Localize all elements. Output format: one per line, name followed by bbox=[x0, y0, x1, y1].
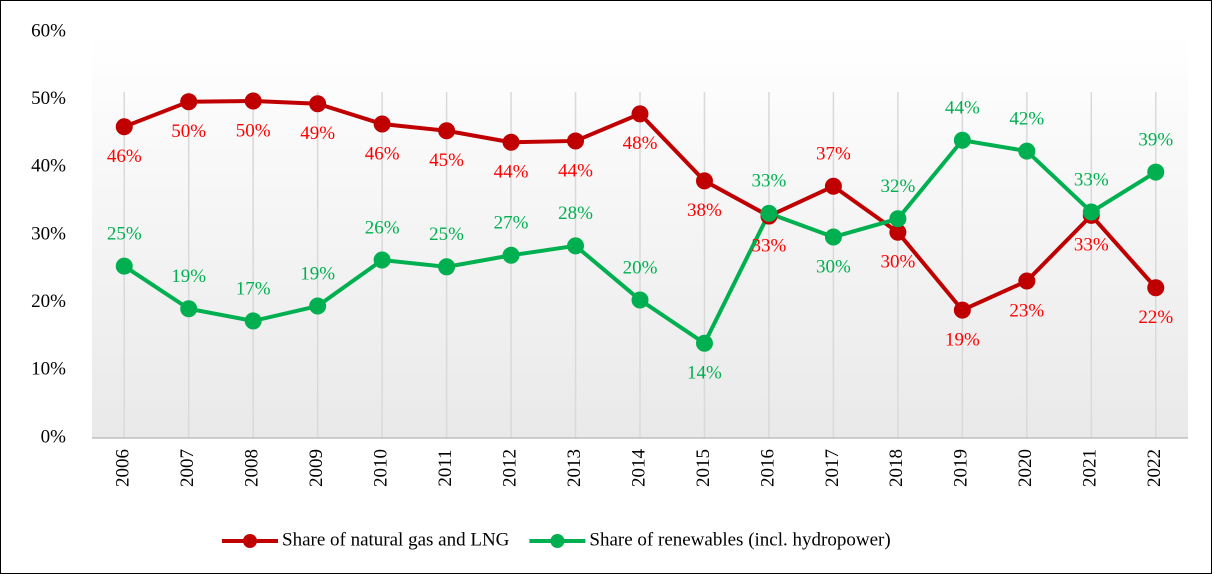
x-tick-label: 2015 bbox=[693, 449, 714, 487]
marker bbox=[309, 95, 327, 113]
marker bbox=[824, 228, 842, 246]
data-label: 37% bbox=[816, 144, 851, 165]
data-label: 46% bbox=[365, 143, 400, 164]
x-tick-label: 2014 bbox=[628, 449, 649, 488]
marker bbox=[889, 210, 907, 228]
data-label: 49% bbox=[300, 123, 335, 144]
y-tick-label: 10% bbox=[31, 359, 66, 380]
marker bbox=[953, 131, 971, 149]
marker bbox=[309, 297, 327, 315]
data-label: 30% bbox=[816, 256, 851, 277]
y-tick-label: 30% bbox=[31, 223, 66, 244]
x-tick-label: 2020 bbox=[1015, 449, 1036, 487]
data-label: 42% bbox=[1009, 108, 1044, 129]
data-label: 25% bbox=[429, 224, 464, 245]
data-label: 30% bbox=[880, 252, 915, 273]
data-label: 19% bbox=[945, 329, 980, 350]
y-tick-label: 40% bbox=[31, 156, 66, 177]
marker bbox=[631, 105, 649, 123]
data-label: 39% bbox=[1138, 129, 1173, 150]
marker bbox=[695, 334, 713, 352]
x-tick-label: 2011 bbox=[435, 449, 456, 486]
marker bbox=[438, 258, 456, 276]
marker bbox=[1018, 272, 1036, 290]
x-tick-label: 2007 bbox=[177, 449, 198, 487]
data-label: 45% bbox=[429, 150, 464, 171]
data-label: 22% bbox=[1138, 307, 1173, 328]
data-label: 32% bbox=[880, 176, 915, 197]
x-tick-label: 2022 bbox=[1144, 449, 1165, 487]
marker bbox=[115, 118, 133, 136]
legend-label: Share of renewables (incl. hydropower) bbox=[589, 529, 890, 550]
x-tick-label: 2017 bbox=[822, 449, 843, 487]
marker bbox=[244, 312, 262, 330]
marker bbox=[695, 172, 713, 190]
marker bbox=[438, 122, 456, 140]
x-tick-label: 2010 bbox=[370, 449, 391, 487]
x-tick-label: 2008 bbox=[242, 449, 263, 487]
marker bbox=[180, 93, 198, 111]
legend-label: Share of natural gas and LNG bbox=[282, 529, 510, 550]
y-tick-label: 20% bbox=[31, 291, 66, 312]
y-tick-label: 50% bbox=[31, 88, 66, 109]
data-label: 44% bbox=[558, 160, 593, 181]
marker bbox=[567, 132, 585, 150]
marker bbox=[180, 300, 198, 318]
data-label: 44% bbox=[494, 162, 529, 183]
marker bbox=[631, 291, 649, 309]
marker bbox=[1082, 203, 1100, 221]
marker bbox=[502, 246, 520, 264]
data-label: 33% bbox=[1074, 169, 1109, 190]
marker bbox=[1147, 279, 1165, 297]
data-label: 17% bbox=[236, 278, 271, 299]
data-label: 19% bbox=[171, 266, 206, 287]
x-tick-label: 2009 bbox=[306, 449, 327, 487]
data-label: 50% bbox=[171, 121, 206, 142]
x-tick-label: 2012 bbox=[499, 449, 520, 487]
data-label: 46% bbox=[107, 146, 142, 167]
data-label: 23% bbox=[1009, 300, 1044, 321]
data-label: 26% bbox=[365, 217, 400, 238]
data-label: 28% bbox=[558, 203, 593, 224]
x-tick-label: 2006 bbox=[113, 449, 134, 487]
data-label: 38% bbox=[687, 200, 722, 221]
marker bbox=[1147, 163, 1165, 181]
data-label: 14% bbox=[687, 363, 722, 384]
data-label: 33% bbox=[752, 235, 787, 256]
marker bbox=[373, 251, 391, 269]
legend-marker bbox=[550, 534, 565, 548]
marker bbox=[824, 177, 842, 195]
marker bbox=[760, 204, 778, 222]
x-tick-label: 2013 bbox=[564, 449, 585, 487]
x-tick-label: 2016 bbox=[757, 449, 778, 487]
marker bbox=[567, 237, 585, 255]
data-label: 27% bbox=[494, 213, 529, 234]
y-tick-label: 0% bbox=[41, 426, 67, 447]
marker bbox=[115, 257, 133, 275]
marker bbox=[953, 301, 971, 319]
data-label: 48% bbox=[623, 133, 658, 154]
data-label: 19% bbox=[300, 263, 335, 284]
marker bbox=[373, 115, 391, 133]
data-label: 44% bbox=[945, 98, 980, 119]
marker bbox=[1018, 142, 1036, 160]
data-label: 33% bbox=[1074, 235, 1109, 256]
legend-marker bbox=[243, 534, 257, 548]
data-label: 50% bbox=[236, 120, 271, 141]
data-label: 33% bbox=[752, 171, 787, 192]
data-label: 25% bbox=[107, 223, 142, 244]
x-tick-label: 2018 bbox=[886, 449, 907, 487]
x-tick-label: 2019 bbox=[951, 449, 972, 487]
marker bbox=[244, 92, 262, 110]
marker bbox=[502, 133, 520, 151]
data-label: 20% bbox=[623, 257, 658, 278]
y-tick-label: 60% bbox=[31, 20, 66, 41]
x-tick-label: 2021 bbox=[1080, 449, 1101, 487]
